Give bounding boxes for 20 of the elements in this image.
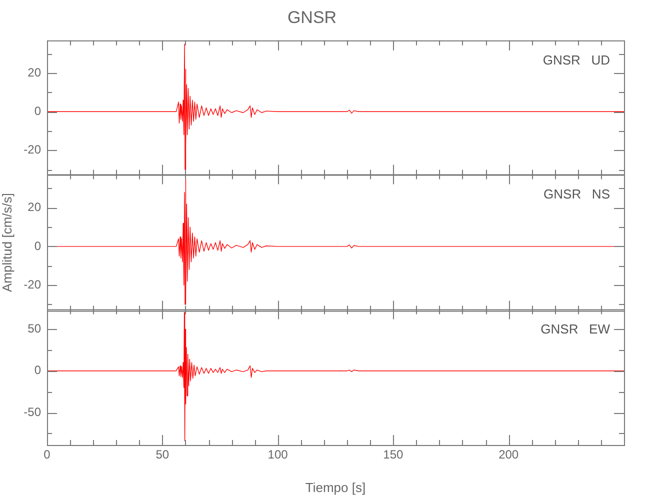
annotation: GNSR NS: [544, 186, 610, 202]
y-tick-label: 0: [34, 363, 42, 378]
annotation: GNSR EW: [540, 321, 611, 336]
x-tick-label: 50: [156, 448, 170, 462]
y-tick-label: 50: [28, 322, 42, 336]
y-tick-label: -20: [24, 142, 42, 157]
y-axis-title: Amplitud [cm/s/s]: [0, 193, 14, 292]
y-tick-label: 0: [34, 104, 42, 118]
y-tick-label: -50: [24, 404, 42, 419]
x-tick-label: 200: [498, 448, 519, 462]
y-tick-label: 20: [28, 200, 42, 214]
y-tick-label: -20: [24, 277, 42, 292]
x-tick-label: 100: [268, 448, 288, 462]
y-tick-label: 20: [28, 65, 42, 80]
x-axis-title: Tiempo [s]: [305, 480, 366, 495]
annotation: GNSR UD: [542, 52, 610, 68]
chart-title: GNSR: [287, 8, 337, 27]
x-tick-label: 150: [383, 448, 404, 462]
y-tick-label: 0: [34, 238, 42, 253]
x-tick-label: 0: [44, 448, 51, 462]
